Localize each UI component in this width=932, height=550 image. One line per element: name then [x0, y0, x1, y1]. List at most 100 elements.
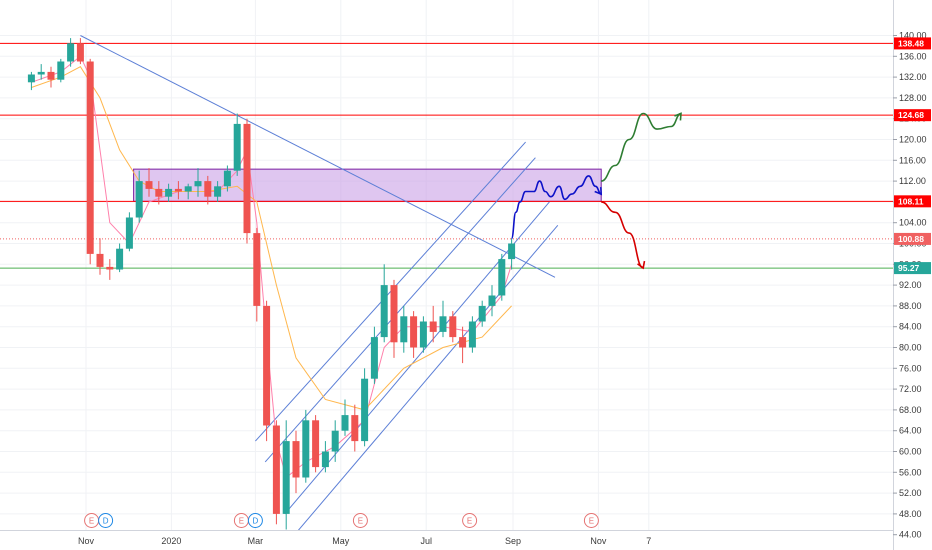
candle: [478, 300, 486, 327]
event-marker-e[interactable]: E: [84, 513, 100, 528]
candle: [410, 311, 418, 358]
event-marker-e[interactable]: E: [462, 513, 478, 528]
event-letter: E: [589, 517, 594, 526]
price-tick-label: 72.00: [899, 384, 922, 394]
projection-paths[interactable]: [510, 112, 682, 270]
candle: [508, 238, 516, 270]
price-tick-label: 48.00: [899, 509, 922, 519]
event-circle: [98, 513, 114, 528]
candle: [282, 420, 290, 530]
candle: [272, 420, 280, 525]
candle: [116, 243, 124, 273]
projection-path[interactable]: [510, 175, 602, 240]
time-tick-label: 2020: [161, 536, 181, 546]
event-letter: E: [358, 517, 363, 526]
candle-body: [96, 253, 104, 267]
candle-body: [361, 378, 369, 442]
candle-body: [439, 316, 447, 332]
price-tick-label: 76.00: [899, 363, 922, 373]
price-tick-label: 64.00: [899, 426, 922, 436]
candle-body: [145, 181, 153, 189]
supply-zone[interactable]: [133, 168, 602, 202]
candle: [321, 441, 329, 473]
candle: [184, 183, 192, 200]
candle: [214, 181, 222, 202]
candle-body: [155, 188, 163, 197]
candle: [390, 279, 398, 358]
candle: [302, 409, 310, 483]
projection-arrowhead: [637, 260, 646, 270]
candle-body: [174, 188, 182, 192]
candle: [76, 38, 84, 65]
candle: [361, 368, 369, 447]
horizontal-levels[interactable]: [0, 42, 893, 269]
event-letter: E: [89, 517, 94, 526]
price-tick-label: 136.00: [899, 51, 927, 61]
candle-body: [400, 316, 408, 343]
candle: [380, 264, 388, 343]
candle: [292, 430, 300, 494]
price-tag-label: 138.48: [898, 38, 924, 48]
candle-body: [253, 233, 261, 306]
price-tick-label: 80.00: [899, 343, 922, 353]
candle: [135, 170, 143, 223]
candle-body: [116, 248, 124, 270]
candle-body: [57, 61, 65, 80]
candle-body: [106, 266, 114, 270]
candle-body: [223, 170, 231, 187]
candle: [145, 168, 153, 197]
candle-body: [429, 321, 437, 332]
price-tick-label: 88.00: [899, 301, 922, 311]
price-tick-label: 52.00: [899, 488, 922, 498]
trendline[interactable]: [80, 35, 556, 278]
price-tick-label: 104.00: [899, 218, 927, 228]
candle: [312, 415, 320, 473]
candle-body: [410, 316, 418, 348]
event-marker-e[interactable]: E: [583, 513, 599, 528]
event-marker-d[interactable]: D: [98, 513, 114, 528]
time-axis[interactable]: Nov 2020 Mar May Jul Sep Nov 7: [0, 530, 893, 550]
price-tag-label: 95.27: [898, 263, 920, 273]
price-tick-label: 140.00: [899, 31, 927, 41]
candles: [27, 38, 516, 530]
projection-arrowhead: [674, 112, 682, 121]
candle: [67, 38, 75, 67]
event-circle: [352, 513, 368, 528]
price-axis-bg: [893, 0, 932, 550]
candle: [174, 181, 182, 200]
candle-body: [351, 415, 359, 442]
candle-body: [165, 188, 173, 197]
projection-path[interactable]: [600, 112, 682, 182]
candle: [341, 399, 349, 436]
time-tick-label: Nov: [590, 536, 607, 546]
candle: [263, 300, 271, 442]
channel-line[interactable]: [294, 224, 559, 536]
candle-body: [459, 337, 467, 348]
price-tick-label: 120.00: [899, 135, 927, 145]
channel-line[interactable]: [264, 157, 536, 463]
event-marker-e[interactable]: E: [233, 513, 249, 528]
projection-path[interactable]: [601, 201, 644, 269]
event-marker-e[interactable]: E: [352, 513, 368, 528]
candle-body: [302, 420, 310, 478]
candle-body: [76, 43, 84, 62]
candle-body: [331, 430, 339, 452]
candle-body: [184, 186, 192, 192]
candle: [155, 181, 163, 205]
candle-body: [292, 441, 300, 478]
price-tick-label: 112.00: [899, 176, 926, 186]
supply-zone-rect[interactable]: [133, 168, 602, 202]
event-marker-d[interactable]: D: [247, 513, 263, 528]
price-tag-label: 124.68: [898, 110, 924, 120]
event-letter: E: [239, 517, 244, 526]
projection-arrowhead: [594, 187, 603, 196]
candle: [27, 71, 35, 91]
price-tick-label: 68.00: [899, 405, 922, 415]
candle-body: [341, 415, 349, 431]
candle: [37, 64, 45, 80]
price-tag-bg: [894, 37, 931, 50]
price-axis[interactable]: 44.00 48.00 52.00 56.00 60.00 64.00 68.00 72.00…: [893, 0, 932, 550]
